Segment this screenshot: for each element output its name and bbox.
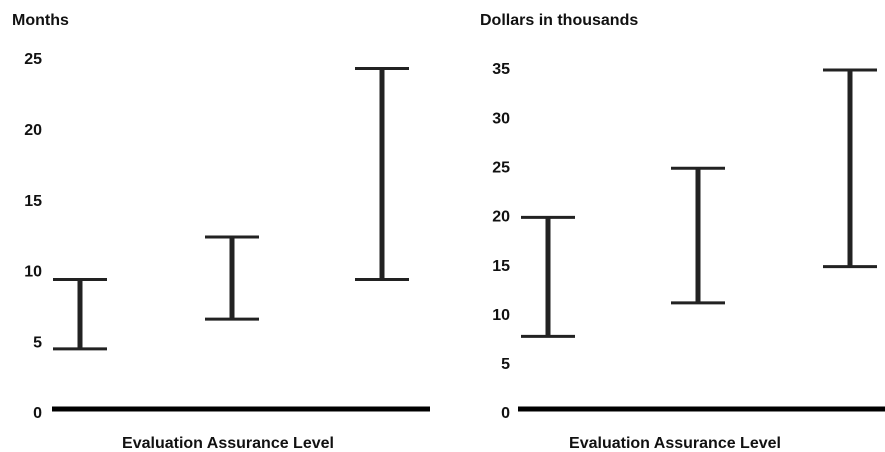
y-tick-label: 10 [492, 307, 510, 324]
y-tick-label: 0 [33, 405, 42, 422]
y-tick-label: 5 [33, 334, 42, 351]
y-tick-label: 0 [501, 405, 510, 422]
y-tick-label: 35 [492, 61, 510, 78]
axis-title: Dollars in thousands [480, 12, 638, 29]
y-tick-label: 15 [492, 258, 510, 275]
y-tick-label: 5 [501, 356, 510, 373]
axis-title: Months [12, 12, 69, 29]
y-tick-label: 20 [492, 209, 510, 226]
y-tick-label: 20 [24, 122, 42, 139]
y-tick-label: 25 [492, 160, 510, 177]
x-axis-label: Evaluation Assurance Level [569, 435, 781, 452]
y-tick-label: 10 [24, 264, 42, 281]
y-tick-label: 30 [492, 110, 510, 127]
x-axis-label: Evaluation Assurance Level [122, 435, 334, 452]
y-tick-label: 15 [24, 193, 42, 210]
y-tick-label: 25 [24, 51, 42, 68]
